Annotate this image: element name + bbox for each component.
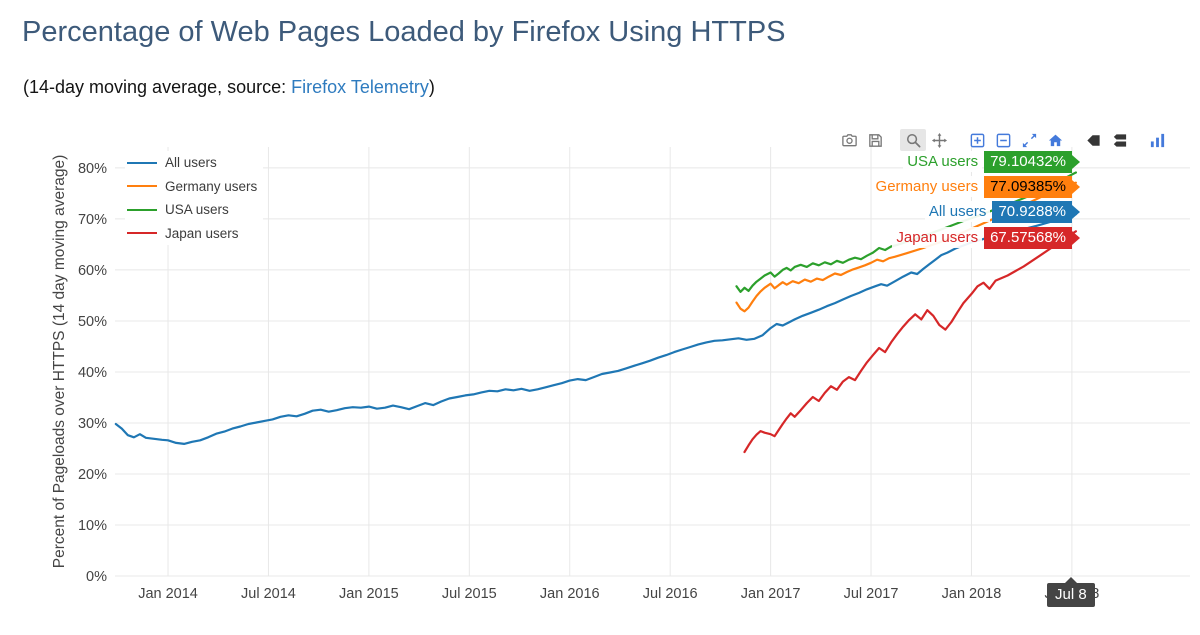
legend-label: USA users xyxy=(165,202,229,218)
hover-label-japan-users: Japan users 67.57568% xyxy=(892,226,1080,249)
legend-item-germany-users[interactable]: Germany users xyxy=(127,175,257,199)
hover-compare-icon xyxy=(1111,132,1128,149)
hover-label-value: 67.57568% xyxy=(984,226,1072,249)
hover-label-usa-users: USA users 79.10432% xyxy=(903,150,1080,173)
camera-icon xyxy=(841,132,858,149)
plotly-logo-icon xyxy=(1149,132,1166,149)
modebar-zoom-button[interactable] xyxy=(900,129,926,151)
y-tick-label: 60% xyxy=(78,263,107,279)
hover-label-value: 70.9288% xyxy=(992,200,1072,223)
modebar-autoscale-button[interactable] xyxy=(1016,129,1042,151)
x-tick-label: Jan 2016 xyxy=(540,586,600,602)
legend-line-swatch xyxy=(127,185,157,188)
hover-label-arrow xyxy=(1072,179,1080,194)
hover-label-germany-users: Germany users 77.09385% xyxy=(871,175,1080,198)
x-tick-label: Jul 2015 xyxy=(442,586,497,602)
subtitle-prefix: (14-day moving average, source: xyxy=(23,77,292,97)
legend-item-all-users[interactable]: All users xyxy=(127,151,257,175)
x-tick-label: Jan 2017 xyxy=(741,586,801,602)
hover-label-arrow xyxy=(1072,154,1080,169)
hover-label-all-users: All users 70.9288% xyxy=(924,200,1080,223)
autoscale-icon xyxy=(1021,132,1038,149)
zoom-icon xyxy=(905,132,922,149)
y-tick-label: 70% xyxy=(78,212,107,228)
y-tick-label: 50% xyxy=(78,314,107,330)
hover-label-trace-name: All users xyxy=(924,201,991,222)
x-axis-hover-caret xyxy=(1064,577,1077,583)
zoom-out-icon xyxy=(995,132,1012,149)
modebar-hover-closest-button[interactable] xyxy=(1080,129,1106,151)
hover-label-value: 79.10432% xyxy=(984,150,1072,173)
x-tick-label: Jul 2014 xyxy=(241,586,296,602)
x-tick-label: Jul 2016 xyxy=(643,586,698,602)
save-icon xyxy=(867,132,884,149)
modebar xyxy=(836,129,1170,151)
x-tick-label: Jan 2018 xyxy=(942,586,1002,602)
x-axis-hover-text: Jul 8 xyxy=(1047,583,1095,607)
series-line-japan-users xyxy=(743,230,1078,454)
modebar-plotly-logo-button[interactable] xyxy=(1144,129,1170,151)
y-tick-label: 40% xyxy=(78,365,107,381)
x-tick-label: Jul 2017 xyxy=(844,586,899,602)
modebar-camera-button[interactable] xyxy=(836,129,862,151)
zoom-in-icon xyxy=(969,132,986,149)
y-tick-label: 20% xyxy=(78,467,107,483)
x-axis-hover-label: Jul 8 xyxy=(1047,577,1095,607)
y-tick-label: 0% xyxy=(86,569,107,585)
legend-label: All users xyxy=(165,155,217,171)
legend-item-japan-users[interactable]: Japan users xyxy=(127,222,257,246)
series-line-usa-users xyxy=(735,171,1078,293)
modebar-save-button[interactable] xyxy=(862,129,888,151)
page-subtitle: (14-day moving average, source: Firefox … xyxy=(23,77,435,98)
subtitle-suffix: ) xyxy=(428,77,435,97)
legend-line-swatch xyxy=(127,232,157,235)
y-tick-label: 80% xyxy=(78,161,107,177)
hover-label-trace-name: Germany users xyxy=(871,176,983,197)
legend: All users Germany users USA users Japan use… xyxy=(125,151,264,246)
hover-label-trace-name: Japan users xyxy=(892,227,983,248)
firefox-telemetry-link[interactable]: Firefox Telemetry xyxy=(291,77,429,97)
hover-label-trace-name: USA users xyxy=(903,151,983,172)
modebar-pan-button[interactable] xyxy=(926,129,952,151)
y-tick-label: 30% xyxy=(78,416,107,432)
legend-label: Germany users xyxy=(165,178,258,194)
modebar-hover-compare-button[interactable] xyxy=(1106,129,1132,151)
y-axis-title: Percent of Pageloads over HTTPS (14 day … xyxy=(51,155,68,569)
x-tick-label: Jan 2014 xyxy=(138,586,198,602)
legend-line-swatch xyxy=(127,161,157,164)
pan-icon xyxy=(931,132,948,149)
hover-label-value: 77.09385% xyxy=(984,175,1072,198)
legend-item-usa-users[interactable]: USA users xyxy=(127,198,257,222)
page-title: Percentage of Web Pages Loaded by Firefo… xyxy=(22,16,786,48)
legend-label: Japan users xyxy=(165,225,239,241)
modebar-reset-home-button[interactable] xyxy=(1042,129,1068,151)
y-tick-label: 10% xyxy=(78,518,107,534)
hover-label-arrow xyxy=(1072,204,1080,219)
hover-closest-icon xyxy=(1085,132,1102,149)
reset-home-icon xyxy=(1047,132,1064,149)
x-tick-label: Jan 2015 xyxy=(339,586,399,602)
hover-label-arrow xyxy=(1072,230,1080,245)
legend-line-swatch xyxy=(127,208,157,211)
modebar-zoom-in-button[interactable] xyxy=(964,129,990,151)
series-line-all-users xyxy=(114,213,1078,445)
modebar-zoom-out-button[interactable] xyxy=(990,129,1016,151)
